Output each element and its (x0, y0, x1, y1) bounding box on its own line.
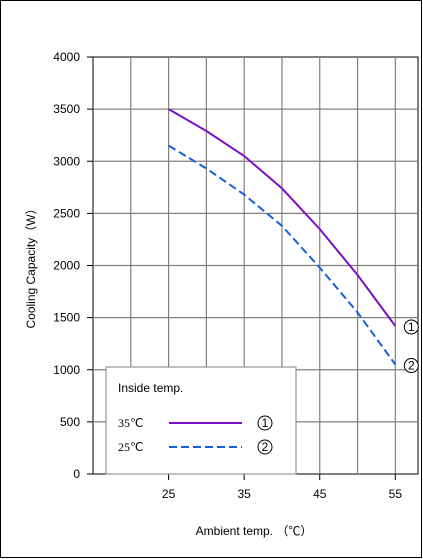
y-tick-label: 3500 (53, 102, 80, 116)
x-tick-label: 55 (389, 487, 403, 501)
y-tick-label: 3000 (53, 154, 80, 168)
legend-marker-2: 2 (262, 440, 269, 454)
y-axis-label: Cooling Capacity（W） (24, 202, 38, 328)
y-tick-label: 1000 (53, 363, 80, 377)
x-tick-label: 35 (237, 487, 251, 501)
x-tick-label: 45 (313, 487, 327, 501)
series-line-1 (168, 108, 397, 327)
y-tick-label: 0 (73, 467, 80, 481)
y-tick-label: 2500 (53, 206, 80, 220)
y-tick-label: 2000 (53, 259, 80, 273)
series-end-marker-1: 1 (408, 320, 415, 334)
series-end-marker-ring-1 (403, 319, 419, 335)
legend-label-1: 35℃ (118, 416, 143, 430)
legend-marker-ring-2 (257, 439, 273, 455)
series-line-2 (168, 144, 397, 366)
y-tick-label: 4000 (53, 50, 80, 64)
legend-title: Inside temp. (118, 381, 183, 395)
x-axis-label: Ambient temp. （℃） (196, 524, 313, 538)
legend-marker-1: 1 (262, 416, 269, 430)
y-tick-label: 1500 (53, 311, 80, 325)
legend-label-2: 25℃ (118, 440, 143, 454)
legend-marker-ring-1 (257, 415, 273, 431)
axes: 0 500 1000 1500 2000 2500 3000 3500 4000 25 35 45 55 (53, 50, 402, 501)
legend: Inside temp. 35℃ 1 25℃ 2 (105, 366, 297, 475)
series-lines: 12 (168, 108, 419, 374)
y-tick-label: 500 (60, 415, 80, 429)
x-tick-label: 25 (162, 487, 176, 501)
series-end-marker-2: 2 (408, 359, 415, 373)
series-end-marker-ring-2 (403, 358, 419, 374)
